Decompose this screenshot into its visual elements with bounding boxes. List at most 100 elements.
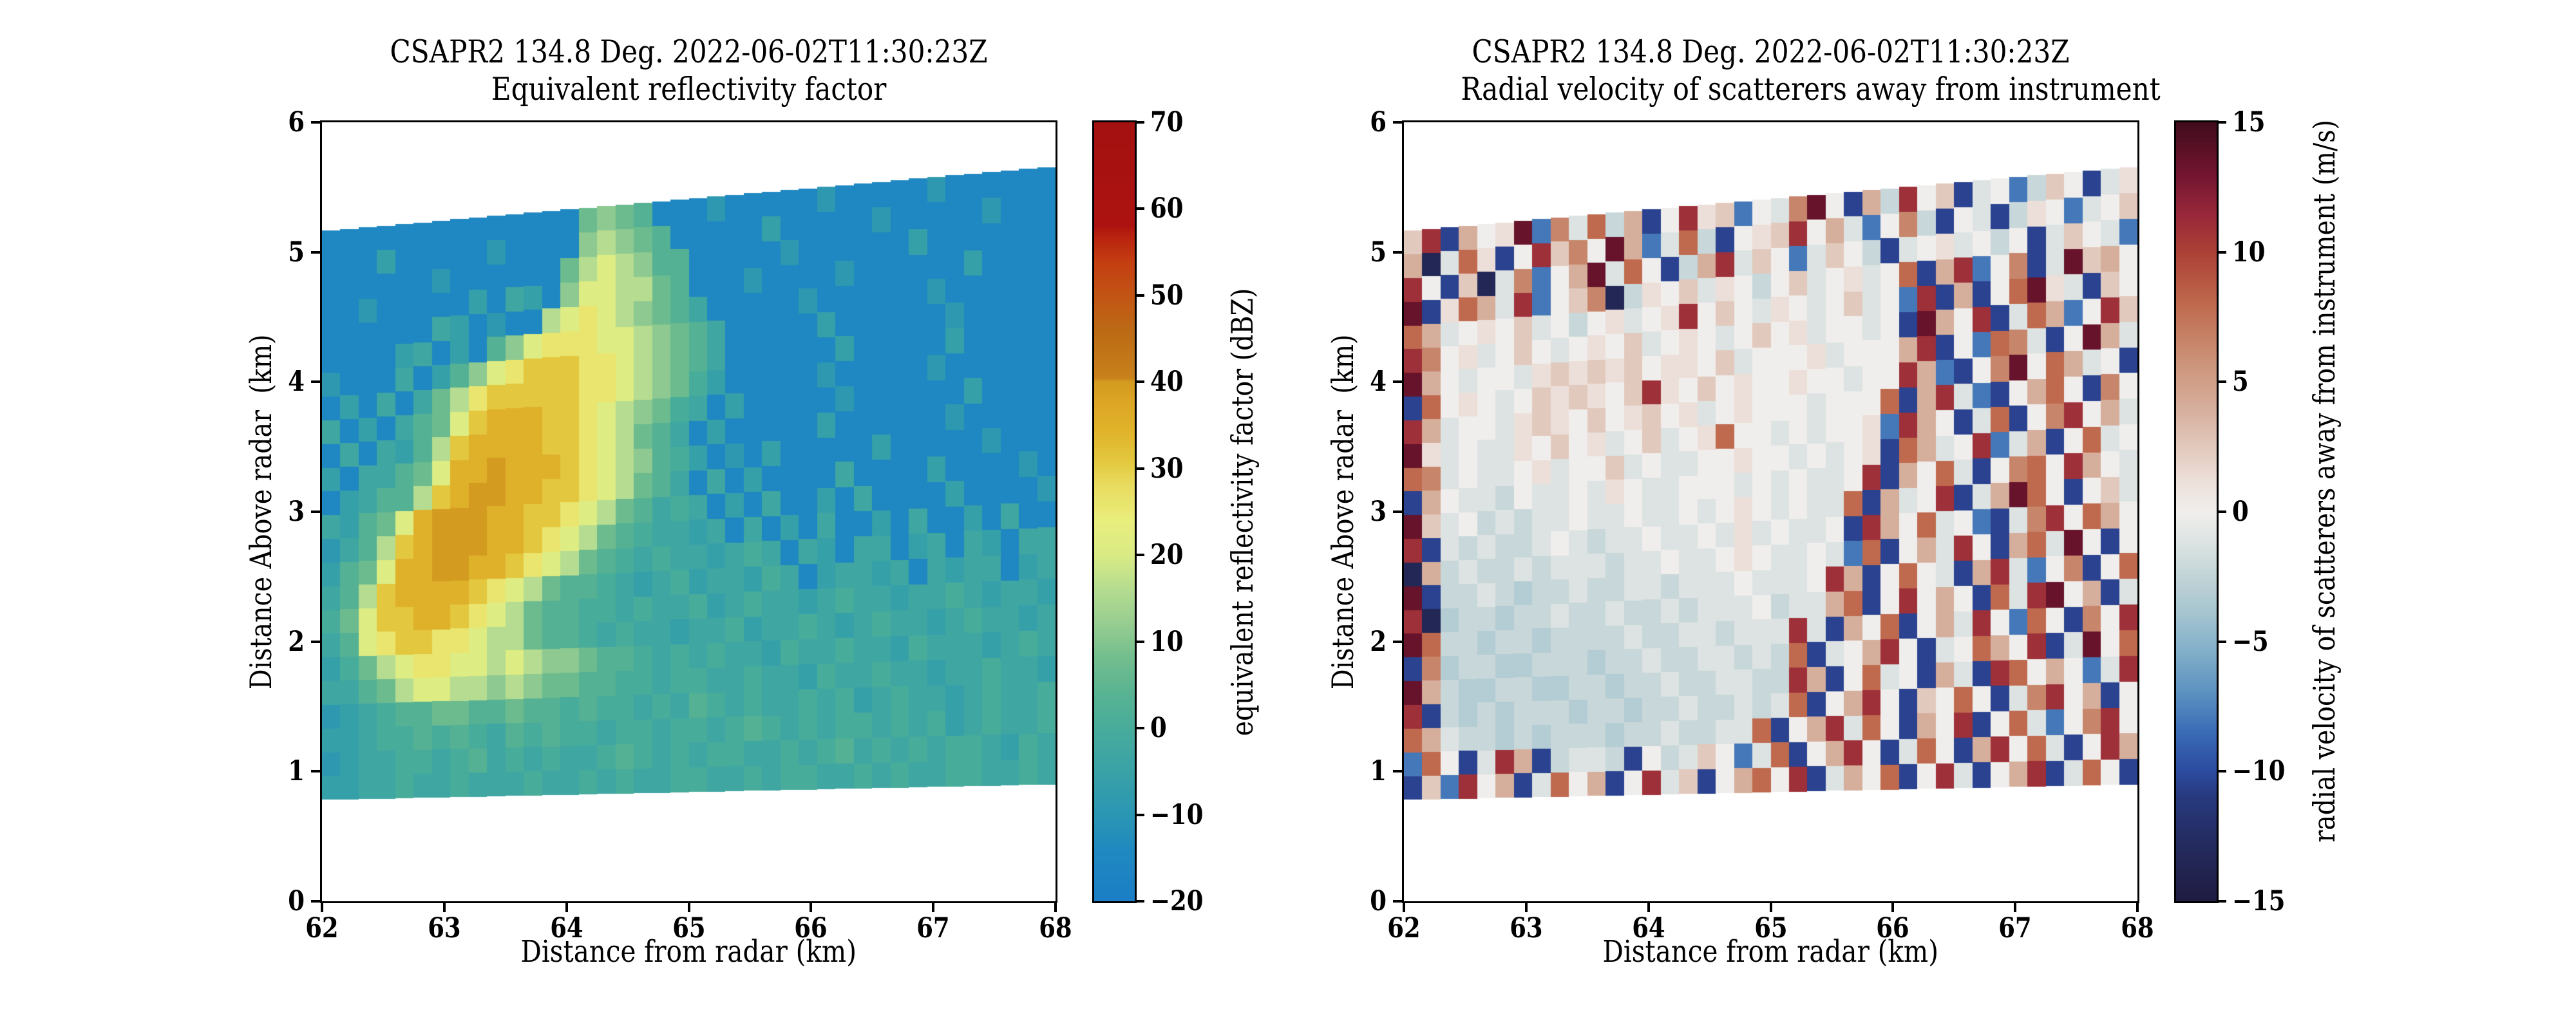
reflectivity-colorbar-label: equivalent reflectivity factor (dBZ) <box>1224 122 1261 901</box>
x-tick <box>1769 901 1772 912</box>
colorbar-tick <box>2217 510 2226 513</box>
reflectivity-title-line1-text: CSAPR2 134.8 Deg. 2022-06-02T11:30:23Z <box>390 33 988 70</box>
reflectivity-xaxis-label-text: Distance from radar (km) <box>520 934 857 969</box>
y-tick-label-text: 4 <box>288 366 305 398</box>
colorbar-tick-label-text: 40 <box>1150 366 1184 398</box>
x-tick-label: 66 <box>756 912 866 945</box>
x-tick <box>321 901 323 912</box>
reflectivity-colorbar-label-text: equivalent reflectivity factor (dBZ) <box>1225 288 1260 736</box>
y-tick-label-text: 0 <box>288 885 305 917</box>
y-tick <box>311 900 322 903</box>
colorbar-tick-label-text: 70 <box>1150 106 1184 138</box>
x-tick-label-text: 64 <box>549 912 583 944</box>
colorbar-tick-label-text: 10 <box>2232 236 2266 268</box>
colorbar-tick-label-text: −15 <box>2232 885 2286 917</box>
colorbar-tick-label: 10 <box>1150 625 1273 659</box>
velocity-colorbar-label-text: radial velocity of scatterers away from … <box>2307 120 2342 843</box>
x-tick-label: 64 <box>512 912 621 945</box>
colorbar-tick-label-text: −5 <box>2232 625 2269 658</box>
colorbar-tick <box>2217 900 2226 903</box>
y-tick-label: 4 <box>202 365 305 398</box>
x-tick <box>1403 901 1405 912</box>
x-tick-label: 68 <box>1001 912 1110 945</box>
y-tick-label-text: 2 <box>288 625 305 658</box>
velocity-title-line2-text: Radial velocity of scatterers away from … <box>1461 71 2161 108</box>
y-tick-label-text: 6 <box>1370 106 1387 138</box>
velocity-xaxis-label-text: Distance from radar (km) <box>1602 934 1939 969</box>
x-tick <box>687 901 690 912</box>
colorbar-tick-label: 40 <box>1150 365 1273 398</box>
reflectivity-title-line1: CSAPR2 134.8 Deg. 2022-06-02T11:30:23Z <box>322 33 1056 71</box>
colorbar-tick-label-text: 0 <box>2232 496 2249 528</box>
x-tick-label-text: 65 <box>672 912 706 944</box>
y-tick <box>311 770 322 773</box>
velocity-colorbar-canvas <box>2176 122 2217 901</box>
x-tick <box>810 901 813 912</box>
x-tick-label-text: 68 <box>1039 912 1072 944</box>
colorbar-tick-label-text: 30 <box>1150 452 1184 485</box>
colorbar-tick <box>1135 813 1144 816</box>
y-tick-label: 6 <box>1283 106 1387 139</box>
colorbar-tick <box>1135 121 1144 124</box>
reflectivity-colorbar <box>1092 120 1137 903</box>
x-tick-label: 64 <box>1594 912 1703 945</box>
colorbar-tick-label-text: 50 <box>1150 279 1184 312</box>
colorbar-tick-label: −10 <box>1150 798 1273 832</box>
y-tick <box>311 121 322 124</box>
colorbar-tick-label-text: 60 <box>1150 192 1184 225</box>
velocity-title: CSAPR2 134.8 Deg. 2022-06-02T11:30:23Z R… <box>1404 33 2160 108</box>
y-tick-label: 5 <box>1283 236 1387 269</box>
colorbar-tick-label: 60 <box>1150 192 1273 225</box>
y-tick-label: 3 <box>1283 495 1387 529</box>
y-tick-label: 4 <box>1283 365 1387 398</box>
x-tick-label: 65 <box>634 912 744 945</box>
y-tick-label-text: 0 <box>1370 885 1387 917</box>
reflectivity-title: CSAPR2 134.8 Deg. 2022-06-02T11:30:23Z E… <box>322 33 1056 108</box>
colorbar-tick-label: −20 <box>1150 885 1273 918</box>
x-tick <box>2136 901 2139 912</box>
x-tick <box>1647 901 1650 912</box>
y-tick <box>311 380 322 384</box>
y-tick <box>1393 250 1404 254</box>
y-tick-label-text: 5 <box>1370 236 1387 268</box>
colorbar-tick-label-text: −10 <box>2232 755 2286 788</box>
reflectivity-title-line2: Equivalent reflectivity factor <box>322 71 1056 108</box>
velocity-xaxis-label: Distance from radar (km) <box>1404 935 2137 969</box>
x-tick-label: 63 <box>390 912 499 945</box>
colorbar-tick-label-text: 15 <box>2232 106 2266 138</box>
x-tick-label: 62 <box>1349 912 1459 945</box>
colorbar-tick <box>1135 380 1144 384</box>
y-tick <box>311 640 322 643</box>
colorbar-tick <box>2217 380 2226 384</box>
colorbar-tick-label: 0 <box>2232 495 2354 529</box>
x-tick-label-text: 62 <box>305 912 339 944</box>
colorbar-tick-label-text: 5 <box>2232 366 2249 398</box>
x-tick <box>442 901 446 912</box>
colorbar-tick <box>2217 250 2226 254</box>
y-tick-label-text: 4 <box>1370 366 1387 398</box>
x-tick-label-text: 67 <box>916 912 950 944</box>
y-tick-label: 5 <box>202 236 305 269</box>
y-tick-label-text: 5 <box>288 236 305 268</box>
colorbar-tick <box>2217 770 2226 773</box>
y-tick-label: 6 <box>202 106 305 139</box>
colorbar-tick-label: 0 <box>1150 711 1273 745</box>
y-tick-label: 0 <box>202 885 305 918</box>
colorbar-tick <box>1135 207 1144 211</box>
colorbar-tick-label-text: 0 <box>1150 712 1167 745</box>
y-tick <box>311 250 322 254</box>
y-tick-label: 2 <box>202 625 305 659</box>
x-tick-label-text: 66 <box>794 912 828 944</box>
reflectivity-title-line2-text: Equivalent reflectivity factor <box>491 71 887 108</box>
x-tick-label-text: 67 <box>1998 912 2032 944</box>
velocity-title-line2: Radial velocity of scatterers away from … <box>1404 71 2160 108</box>
colorbar-tick <box>1135 554 1144 557</box>
colorbar-tick-label: −10 <box>2232 754 2354 788</box>
y-tick-label-text: 2 <box>1370 625 1387 658</box>
x-tick-label: 66 <box>1838 912 1947 945</box>
colorbar-tick-label: 5 <box>2232 365 2354 398</box>
y-tick-label-text: 1 <box>1370 755 1387 788</box>
x-tick <box>1524 901 1528 912</box>
colorbar-tick <box>1135 294 1144 297</box>
